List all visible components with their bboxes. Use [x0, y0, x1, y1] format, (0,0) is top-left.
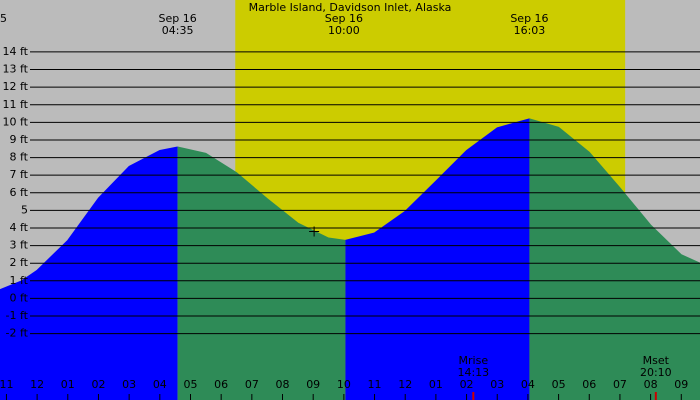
- tide-area: [529, 118, 700, 400]
- x-tick-label: 04: [521, 378, 535, 391]
- tide-curve: [529, 118, 700, 264]
- x-tick-label: 12: [398, 378, 412, 391]
- x-tick-label: 07: [245, 378, 259, 391]
- x-tick-label: 07: [613, 378, 627, 391]
- y-tick-label: 14 ft: [3, 45, 29, 58]
- x-tick-label: 04: [153, 378, 167, 391]
- y-tick-label: 8 ft: [10, 151, 29, 164]
- event-time: 5: [0, 12, 7, 25]
- current-marker: [309, 226, 320, 237]
- tide-area: [345, 118, 530, 400]
- x-tick-label: 08: [644, 378, 658, 391]
- y-tick-label: 3 ft: [10, 239, 29, 252]
- tide-curve: [177, 146, 346, 241]
- grid-layer: [30, 51, 700, 335]
- label-layer: 14 ft 13 ft 12 ft 11 ft 10 ft 9 ft 8 ft 7 ft 6 f…: [0, 12, 688, 400]
- x-tick-label: 08: [276, 378, 290, 391]
- x-tick-label: 09: [674, 378, 688, 391]
- x-tick-label: 02: [91, 378, 105, 391]
- x-tick-label: 10: [337, 378, 351, 391]
- y-tick-label: 1 ft: [10, 274, 29, 287]
- moon-time: 20:10: [640, 366, 672, 379]
- x-tick-label: 03: [122, 378, 136, 391]
- event-date: Sep 16: [158, 12, 196, 25]
- x-tick-label: 11: [368, 378, 382, 391]
- tide-curve: [0, 146, 178, 291]
- y-tick-label: -1 ft: [6, 309, 29, 322]
- x-tick-label: 06: [582, 378, 596, 391]
- moon-time: 14:13: [457, 366, 489, 379]
- y-tick-label: 9 ft: [10, 133, 29, 146]
- y-tick-label: 10 ft: [3, 115, 29, 128]
- tide-curve: [345, 118, 530, 241]
- x-tick-label: 02: [460, 378, 474, 391]
- x-tick-label: 12: [30, 378, 44, 391]
- x-tick-label: 01: [429, 378, 443, 391]
- y-tick-label: 11 ft: [3, 98, 29, 111]
- y-tick-label: -2 ft: [6, 327, 29, 340]
- x-tick-label: 03: [490, 378, 504, 391]
- y-tick-label: 13 ft: [3, 63, 29, 76]
- event-date: Sep 16: [325, 12, 363, 25]
- x-tick-label: 11: [0, 378, 13, 391]
- moon-label: Mrise: [459, 354, 489, 367]
- chart-title: Marble Island, Davidson Inlet, Alaska: [249, 1, 452, 14]
- x-tick-label: 01: [61, 378, 75, 391]
- x-tick-label: 06: [214, 378, 228, 391]
- y-tick-label: 0 ft: [10, 291, 29, 304]
- y-tick-label: 2 ft: [10, 256, 29, 269]
- y-tick-label: 7 ft: [10, 168, 29, 181]
- x-tick-label: 09: [306, 378, 320, 391]
- y-tick-label: 12 ft: [3, 80, 29, 93]
- event-date: Sep 16: [510, 12, 548, 25]
- event-time: 10:00: [328, 24, 360, 37]
- event-time: 16:03: [514, 24, 546, 37]
- moon-label: Mset: [643, 354, 670, 367]
- y-tick-label: 5: [21, 203, 28, 216]
- event-time: 04:35: [162, 24, 194, 37]
- y-tick-label: 4 ft: [10, 221, 29, 234]
- x-tick-label: 05: [552, 378, 566, 391]
- x-tick-label: 05: [183, 378, 197, 391]
- y-tick-label: 6 ft: [10, 186, 29, 199]
